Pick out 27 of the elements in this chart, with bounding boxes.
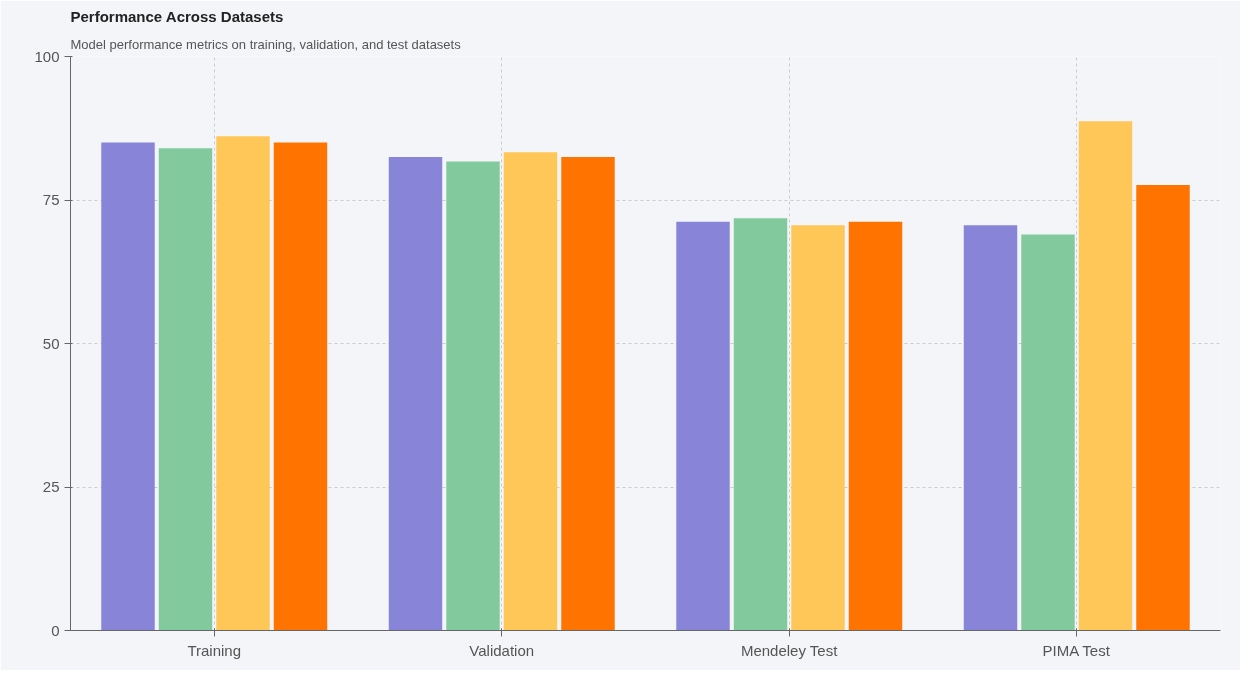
- bar: [791, 225, 845, 631]
- chart-subtitle: Model performance metrics on training, validation, and test datasets: [70, 36, 462, 52]
- bar: [963, 225, 1018, 631]
- bar: [676, 221, 730, 631]
- y-tick-label: 75: [42, 191, 60, 208]
- bar: [158, 148, 213, 631]
- y-tick-label: 100: [34, 47, 60, 65]
- bar: [503, 152, 558, 631]
- y-tick-label: 50: [42, 334, 60, 352]
- bar: [1021, 234, 1075, 631]
- bar: [101, 142, 155, 631]
- bar: [1136, 185, 1190, 631]
- bar: [848, 221, 903, 631]
- y-tick-label: 25: [42, 478, 60, 495]
- x-tick-label: Training: [187, 641, 242, 659]
- bar: [446, 161, 500, 631]
- y-tick-label: 0: [51, 621, 60, 639]
- x-tick-label: Mendeley Test: [740, 641, 839, 659]
- bar: [216, 136, 270, 631]
- bar: [561, 156, 615, 631]
- x-tick-label: PIMA Test: [1042, 641, 1111, 659]
- bar: [273, 142, 328, 631]
- chart-title: Performance Across Datasets: [70, 7, 284, 25]
- bar: [733, 218, 788, 631]
- bar: [1078, 121, 1133, 631]
- x-tick-label: Validation: [469, 641, 535, 659]
- bar: [388, 156, 443, 631]
